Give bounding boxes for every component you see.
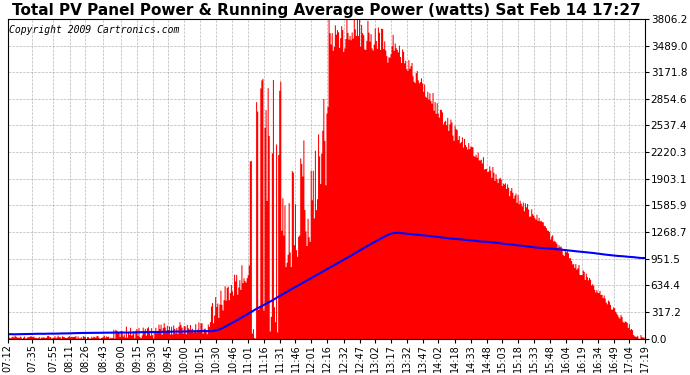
Text: Copyright 2009 Cartronics.com: Copyright 2009 Cartronics.com [9,26,179,35]
Title: Total PV Panel Power & Running Average Power (watts) Sat Feb 14 17:27: Total PV Panel Power & Running Average P… [12,3,641,18]
